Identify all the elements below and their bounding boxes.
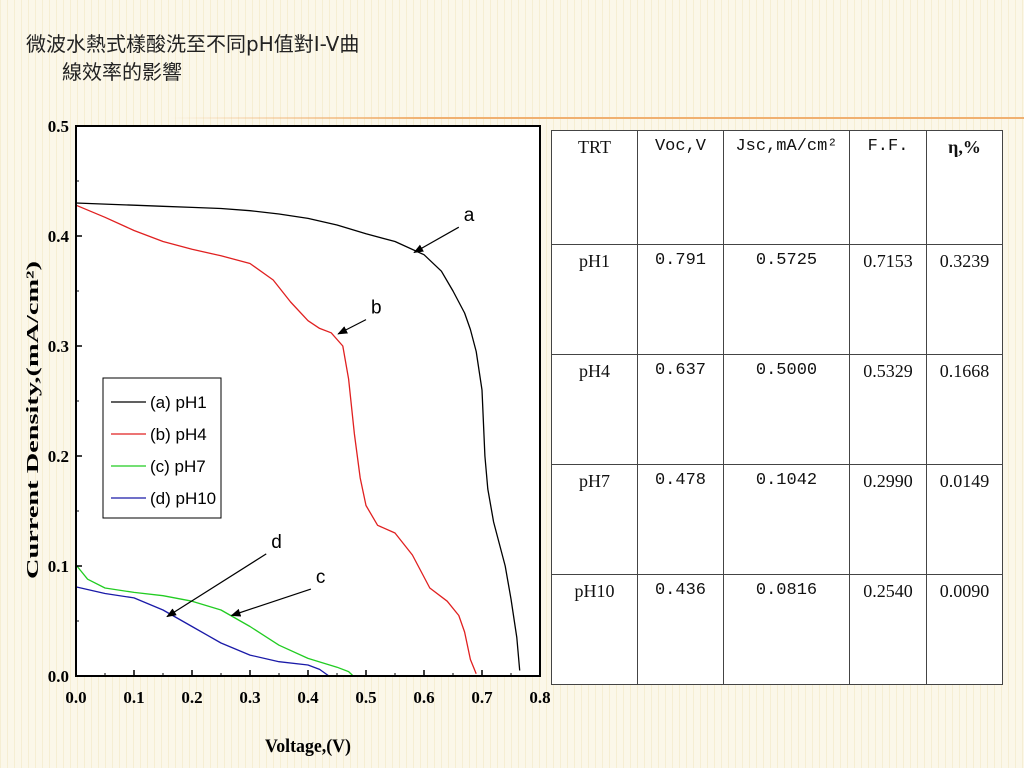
cell-voc: 0.791 [637, 244, 724, 355]
y-tick-label: 0.2 [48, 447, 69, 466]
table-header-row: TRT Voc,V Jsc,mA/cm² F.F. η,% [551, 130, 1003, 245]
y-tick-label: 0.0 [48, 667, 69, 686]
table-row: pH1 0.791 0.5725 0.7153 0.3239 [551, 244, 1003, 355]
annotation-arrow-b [337, 319, 367, 335]
legend-entry: (c) pH7 [150, 457, 206, 476]
annotation-label-c: c [316, 567, 326, 588]
x-tick-label: 0.3 [239, 688, 260, 707]
title-line-2: 線效率的影響 [62, 60, 182, 84]
y-axis-label: Current Density,(mA/cm²) [23, 261, 42, 579]
table-row: pH4 0.637 0.5000 0.5329 0.1668 [551, 354, 1003, 465]
cell-trt: pH1 [551, 244, 638, 355]
series-group [75, 202, 521, 677]
annotation-label-d: d [271, 532, 282, 553]
iv-curve-chart: 0.0 0.1 0.2 0.3 0.4 0.5 0.6 0.7 0.8 0.0 0.1 0.2 0.3 0… [23, 117, 550, 757]
annotation-arrow-d [166, 553, 267, 618]
y-tick-label: 0.3 [48, 337, 69, 356]
x-tick-label: 0.1 [123, 688, 144, 707]
header-voc: Voc,V [637, 130, 724, 245]
table-row: pH10 0.436 0.0816 0.2540 0.0090 [551, 574, 1003, 685]
cell-jsc: 0.0816 [723, 574, 850, 685]
legend: (a) pH1 (b) pH4 (c) pH7 (d) pH10 [102, 377, 222, 519]
y-tick-label: 0.5 [48, 117, 69, 136]
cell-jsc: 0.5725 [723, 244, 850, 355]
cell-efficiency: 0.1668 [926, 354, 1003, 465]
x-tick-label: 0.5 [355, 688, 376, 707]
results-table: TRT Voc,V Jsc,mA/cm² F.F. η,% pH1 0.791 … [551, 130, 1003, 685]
annotation-label-b: b [371, 298, 382, 319]
legend-entry: (a) pH1 [150, 393, 207, 412]
cell-efficiency: 0.0090 [926, 574, 1003, 685]
header-trt: TRT [551, 130, 638, 245]
cell-ff: 0.2540 [849, 574, 927, 685]
cell-ff: 0.7153 [849, 244, 927, 355]
title-line-1: 微波水熱式樣酸洗至不同pH值對I-V曲 [26, 32, 360, 56]
cell-trt: pH4 [551, 354, 638, 465]
y-tick-label: 0.1 [48, 557, 69, 576]
cell-efficiency: 0.0149 [926, 464, 1003, 575]
x-axis-label: Voltage,(V) [265, 736, 351, 757]
cell-voc: 0.478 [637, 464, 724, 575]
x-tick-label: 0.8 [529, 688, 550, 707]
header-jsc: Jsc,mA/cm² [723, 130, 850, 245]
x-tick-label: 0.7 [471, 688, 493, 707]
series-line-b [75, 204, 477, 675]
cell-ff: 0.5329 [849, 354, 927, 465]
annotations-group: a b c d [166, 205, 475, 618]
table-row: pH7 0.478 0.1042 0.2990 0.0149 [551, 464, 1003, 575]
y-tick-label: 0.4 [48, 227, 70, 246]
cell-jsc: 0.1042 [723, 464, 850, 575]
annotation-arrow-a [413, 226, 460, 254]
annotation-label-a: a [464, 205, 475, 226]
cell-jsc: 0.5000 [723, 354, 850, 465]
cell-voc: 0.637 [637, 354, 724, 465]
slide-title: 微波水熱式樣酸洗至不同pH值對I-V曲 線效率的影響 [26, 30, 359, 86]
series-line-c [75, 564, 354, 677]
title-divider [170, 117, 1024, 119]
cell-voc: 0.436 [637, 574, 724, 685]
x-tick-label: 0.6 [413, 688, 434, 707]
legend-entry: (d) pH10 [150, 489, 216, 508]
header-ff: F.F. [849, 130, 927, 245]
x-tick-label: 0.0 [65, 688, 86, 707]
legend-box [102, 377, 222, 519]
cell-ff: 0.2990 [849, 464, 927, 575]
x-tick-label: 0.4 [297, 688, 319, 707]
legend-entry: (b) pH4 [150, 425, 207, 444]
axes-group: 0.0 0.1 0.2 0.3 0.4 0.5 0.6 0.7 0.8 0.0 0.1 0.2 0.3 0… [48, 117, 550, 707]
series-line-d [75, 586, 330, 677]
header-efficiency: η,% [926, 130, 1003, 245]
cell-efficiency: 0.3239 [926, 244, 1003, 355]
x-tick-label: 0.2 [181, 688, 202, 707]
series-line-a [75, 202, 521, 671]
cell-trt: pH7 [551, 464, 638, 575]
cell-trt: pH10 [551, 574, 638, 685]
annotation-arrow-c [230, 588, 312, 617]
